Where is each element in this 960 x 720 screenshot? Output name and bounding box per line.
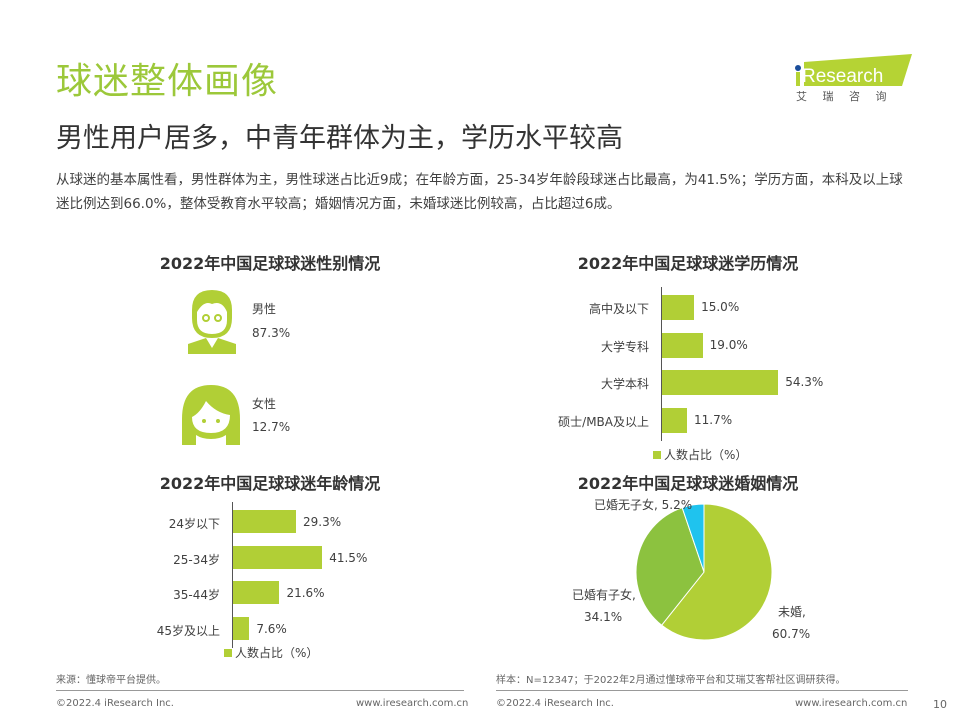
education-value-label: 11.7% <box>694 412 733 427</box>
education-axis <box>661 287 662 441</box>
pie-slice-0 <box>660 503 773 641</box>
pie-value-unmarried: 60.7% <box>772 627 811 641</box>
footer-divider-left <box>56 690 464 691</box>
male-label: 男性 <box>252 302 277 316</box>
pie-label-unmarried: 未婚, <box>778 605 806 619</box>
education-bar <box>662 332 703 358</box>
legend-label: 人数占比（%） <box>235 646 319 660</box>
legend-swatch <box>653 451 661 459</box>
female-avatar-icon <box>182 385 240 445</box>
url-left[interactable]: www.iresearch.com.cn <box>356 698 469 709</box>
age-value-label: 21.6% <box>286 586 325 600</box>
age-value-label: 41.5% <box>329 550 368 565</box>
education-bar <box>662 295 695 320</box>
pie-slice-1 <box>635 506 705 626</box>
male-value: 87.3% <box>252 326 291 340</box>
footer-divider-right <box>496 690 908 691</box>
pie-value-married-children: 34.1% <box>584 610 623 624</box>
copyright-left: ©2022.4 iResearch Inc. <box>56 698 174 709</box>
education-legend: 人数占比（%） <box>653 446 747 463</box>
summary-text: 从球迷的基本属性看，男性群体为主，男性球迷占比近9成；在年龄方面，25-34岁年… <box>56 172 903 212</box>
marital-pie-chart <box>635 503 773 641</box>
education-category-label: 大学专科 <box>600 339 649 354</box>
education-category-label: 大学本科 <box>600 377 649 391</box>
age-chart-title: 2022年中国足球球迷年龄情况 <box>159 474 381 493</box>
education-value-label: 54.3% <box>785 375 824 389</box>
iresearch-logo: Research 艾 瑞 咨 询 <box>790 48 920 104</box>
education-value-label: 19.0% <box>709 337 748 352</box>
female-label: 女性 <box>252 397 277 411</box>
legend-label: 人数占比（%） <box>664 448 748 462</box>
age-category-label: 45岁及以上 <box>156 623 220 638</box>
education-category-label: 高中及以下 <box>588 302 649 316</box>
page-subtitle: 男性用户居多，中青年群体为主，学历水平较高 <box>56 123 623 154</box>
education-bar <box>662 407 688 433</box>
pie-slice-2 <box>681 503 705 573</box>
age-category-label: 25-34岁 <box>173 552 220 567</box>
age-value-label: 29.3% <box>302 515 342 529</box>
age-bar <box>233 510 296 533</box>
education-value-label: 15.0% <box>701 300 740 314</box>
education-category-label: 硕士/MBA及以上 <box>558 414 649 429</box>
education-chart-title: 2022年中国足球球迷学历情况 <box>577 254 799 273</box>
age-bar <box>233 616 250 640</box>
page-title: 球迷整体画像 <box>56 61 279 102</box>
gender-chart-title: 2022年中国足球球迷性别情况 <box>159 254 381 273</box>
male-avatar-icon <box>188 290 236 354</box>
pie-label-married-no-children: 已婚无子女, 5.2% <box>594 498 693 512</box>
marital-chart-title: 2022年中国足球球迷婚姻情况 <box>577 474 799 493</box>
copyright-right: ©2022.4 iResearch Inc. <box>496 698 614 709</box>
age-axis <box>232 502 233 648</box>
age-bar <box>233 545 323 569</box>
sample-note: 样本：N=12347；于2022年2月通过懂球帝平台和艾瑞艾客帮社区调研获得。 <box>496 675 846 686</box>
legend-swatch <box>224 649 232 657</box>
url-right[interactable]: www.iresearch.com.cn <box>795 698 908 709</box>
age-category-label: 24岁以下 <box>168 517 220 531</box>
logo-subtitle: 艾 瑞 咨 询 <box>796 90 893 103</box>
svg-text:Research: Research <box>802 66 883 87</box>
age-bar <box>233 581 280 604</box>
source-note: 来源：懂球帝平台提供。 <box>56 675 166 686</box>
age-value-label: 7.6% <box>256 621 287 636</box>
education-bar <box>662 370 779 395</box>
page-number: 10 <box>933 698 947 711</box>
pie-label-married-children: 已婚有子女, <box>572 588 636 602</box>
female-value: 12.7% <box>252 420 291 434</box>
age-category-label: 35-44岁 <box>173 588 220 602</box>
logo-graphic: Research <box>795 54 912 87</box>
age-legend: 人数占比（%） <box>224 644 318 661</box>
